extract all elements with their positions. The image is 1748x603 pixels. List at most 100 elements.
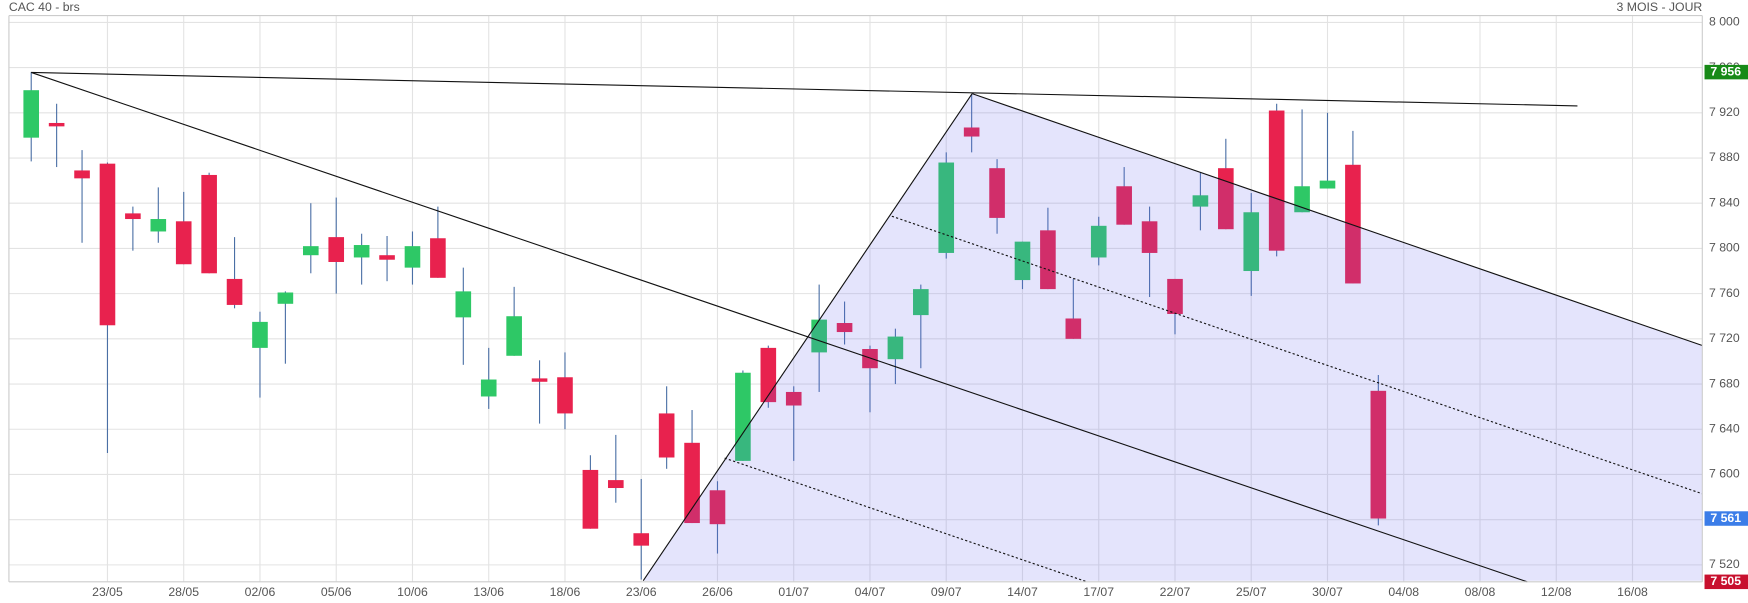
candle-body — [328, 237, 345, 262]
candle-body — [99, 163, 116, 326]
candle-body — [1345, 164, 1361, 284]
candle-body — [1116, 186, 1132, 225]
x-tick-label: 12/08 — [1541, 585, 1572, 599]
x-tick-label: 08/08 — [1465, 585, 1496, 599]
x-tick-label: 30/07 — [1312, 585, 1343, 599]
price-tag-label: 7 561 — [1710, 511, 1741, 525]
candle-body — [430, 238, 446, 278]
candle-body — [23, 90, 40, 138]
x-tick-label: 23/06 — [626, 585, 657, 599]
x-tick-label: 05/06 — [321, 585, 352, 599]
x-tick-label: 28/05 — [168, 585, 199, 599]
y-tick-label: 7 840 — [1709, 195, 1740, 209]
y-tick-label: 7 880 — [1709, 150, 1740, 164]
candle-body — [938, 162, 955, 253]
candle-body — [175, 221, 192, 265]
y-tick-label: 7 640 — [1709, 421, 1740, 435]
candle-body — [989, 168, 1005, 218]
x-tick-label: 16/08 — [1617, 585, 1648, 599]
x-tick-label: 26/06 — [702, 585, 733, 599]
candle-body — [506, 316, 522, 356]
x-tick-label: 14/07 — [1007, 585, 1038, 599]
price-tag — [1704, 64, 1748, 80]
trend-line — [971, 93, 1703, 347]
y-tick-label: 7 600 — [1709, 467, 1740, 481]
x-tick-label: 18/06 — [550, 585, 581, 599]
pitchfork-area — [643, 93, 1703, 581]
candle-body — [531, 378, 548, 382]
candle-body — [1268, 110, 1285, 251]
candle-body — [379, 255, 395, 260]
candle-body — [1065, 318, 1082, 339]
candle-body — [633, 533, 650, 546]
y-tick-label: 7 800 — [1709, 241, 1740, 255]
x-tick-label: 09/07 — [931, 585, 962, 599]
candle-body — [557, 377, 573, 414]
candle-body — [836, 323, 853, 333]
y-tick-label: 7 520 — [1709, 557, 1740, 571]
candle-body — [74, 170, 90, 179]
x-tick-label: 13/06 — [473, 585, 504, 599]
candle-body — [1218, 168, 1234, 230]
chart-subtitle: 3 MOIS - JOUR — [1617, 0, 1703, 14]
y-tick-label: 7 680 — [1709, 376, 1740, 390]
chart-title: CAC 40 - brs — [9, 0, 80, 14]
candle-body — [226, 278, 243, 305]
x-tick-label: 01/07 — [778, 585, 809, 599]
candle-body — [582, 469, 599, 529]
price-tag-label: 7 505 — [1710, 574, 1741, 588]
x-tick-label: 02/06 — [245, 585, 276, 599]
candle-body — [303, 246, 319, 256]
trend-line — [31, 71, 1578, 107]
trend-line — [891, 215, 1703, 495]
price-tag — [1704, 511, 1748, 526]
y-tick-label: 7 920 — [1709, 105, 1740, 119]
candle-body — [1192, 195, 1209, 207]
candle-body — [1319, 180, 1336, 189]
candle-body — [785, 391, 802, 406]
trend-line — [724, 457, 1088, 583]
y-tick-label: 7 720 — [1709, 331, 1740, 345]
candle-body — [455, 291, 472, 318]
candle-body — [277, 292, 294, 304]
candle-body — [1243, 212, 1260, 272]
candle-body — [658, 413, 675, 458]
grid — [8, 15, 1703, 582]
candle-body — [760, 347, 777, 403]
y-tick-label: 8 000 — [1709, 15, 1740, 29]
x-tick-label: 04/08 — [1388, 585, 1419, 599]
y-tick-label: 7 760 — [1709, 286, 1740, 300]
price-tag — [1704, 574, 1748, 590]
candle-body — [1040, 230, 1056, 290]
trend-line — [31, 71, 1528, 583]
candle-body — [963, 127, 980, 137]
candle-body — [480, 379, 497, 397]
price-tag-label: 7 956 — [1710, 64, 1741, 78]
candle-body — [353, 245, 370, 258]
x-tick-label: 04/07 — [855, 585, 886, 599]
trend-line — [642, 93, 973, 582]
candle-body — [201, 174, 217, 274]
candle-body — [1014, 241, 1031, 281]
x-tick-label: 23/05 — [92, 585, 123, 599]
candle-body — [1167, 278, 1183, 314]
candle-body — [125, 213, 141, 220]
candle-body — [913, 289, 929, 316]
candle-body — [252, 321, 268, 348]
candle-body — [1090, 225, 1107, 258]
x-tick-label: 10/06 — [397, 585, 428, 599]
candle-body — [48, 122, 65, 127]
candle-body — [404, 246, 421, 268]
candle-body — [150, 219, 167, 232]
candle-body — [887, 336, 904, 360]
candle-body — [709, 490, 726, 525]
x-tick-label: 22/07 — [1160, 585, 1191, 599]
candle-body — [608, 480, 624, 489]
candle-body — [1141, 221, 1158, 253]
candle-body — [1370, 390, 1387, 519]
x-tick-label: 25/07 — [1236, 585, 1267, 599]
candle-body — [811, 319, 827, 353]
